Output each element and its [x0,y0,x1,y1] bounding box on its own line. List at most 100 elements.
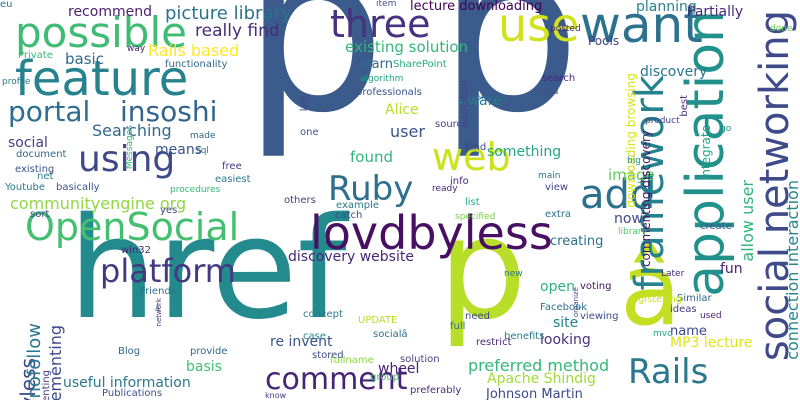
cloud-word: sql [196,147,209,156]
cloud-word: group [370,373,399,383]
cloud-word: restrict [476,338,511,348]
cloud-word: ready [432,185,458,194]
cloud-word: platform [100,255,236,287]
cloud-word: concept [303,310,343,320]
cloud-word: document [16,150,66,160]
cloud-word: SharePoint [393,60,447,70]
cloud-word: registering [628,295,682,305]
cloud-word: allow user [740,180,756,262]
cloud-word: Messages [126,125,135,169]
cloud-word: ideas [670,305,697,315]
cloud-word: provide [190,347,228,357]
cloud-word: extra [545,210,571,220]
cloud-word: product [645,117,680,126]
cloud-word: specified [455,213,495,222]
cloud-word: best [680,95,690,117]
cloud-word: left [300,95,310,111]
cloud-word: go [720,125,731,134]
cloud-word: full [450,322,465,332]
cloud-word: browsing commenting [42,370,52,400]
cloud-word: professionals [356,88,422,98]
cloud-word: search [542,74,575,84]
cloud-word: Youtube [5,183,45,193]
cloud-word: easiest [215,175,251,185]
cloud-word: mvc [653,330,672,339]
cloud-word: view [545,183,568,193]
cloud-word: Friends [140,287,176,297]
cloud-word: others [284,196,316,206]
cloud-word: Alice [385,103,419,117]
cloud-word: fullname [330,356,374,366]
cloud-word: Pools [588,35,619,47]
cloud-word: someone [472,94,509,102]
cloud-word: looking [540,333,591,347]
cloud-word: commenting discovery [640,130,652,267]
cloud-word: creating [550,235,603,248]
cloud-word: â [155,305,160,313]
cloud-word: integrate [700,125,712,180]
cloud-word: fun [720,262,743,276]
cloud-word: Publications [102,389,162,399]
cloud-word: lecture downloading [410,0,542,13]
cloud-word: catch [335,211,362,221]
cloud-word: big [627,157,641,166]
cloud-word: solution [400,355,440,365]
cloud-word: basic [65,52,104,67]
cloud-word: list [465,198,480,208]
cloud-word: case [303,332,326,342]
cloud-word: Rails [628,355,708,389]
cloud-word: viewing [580,312,619,322]
cloud-word: posted [550,25,581,34]
cloud-word: Private [18,51,53,61]
cloud-word: something [487,145,561,159]
cloud-word: need [465,312,490,322]
cloud-word: OpenSocial [25,208,239,246]
cloud-word: Johnson Martin [486,388,583,400]
cloud-word: recommend [68,5,152,19]
cloud-word: functionality [165,60,227,70]
cloud-word: Later [661,270,684,279]
cloud-word: item [376,0,396,9]
cloud-word: donâ [536,88,558,97]
cloud-word: source [435,120,468,130]
cloud-word: Blog [118,347,140,357]
cloud-word: name [670,325,707,338]
cloud-word: discovery [640,65,707,79]
cloud-word: Partially [687,5,743,19]
cloud-word: learn [360,58,393,71]
cloud-word: portal [8,98,90,126]
cloud-word: open [540,280,575,294]
cloud-word: Similar [677,294,712,304]
cloud-word: downloading browsing [625,73,637,208]
cloud-word: win32 [121,246,151,256]
cloud-word: solution [460,80,470,120]
cloud-word: procedures [170,186,220,195]
cloud-word: socialâ [373,330,408,340]
cloud-word: create [700,222,732,232]
cloud-word: yes [160,206,177,216]
cloud-word: Rails based [148,43,239,59]
cloud-word: eu [0,0,13,10]
cloud-word: library [618,228,647,237]
cloud-word: site [553,316,578,330]
cloud-word: made [190,132,216,141]
cloud-word: way [127,45,145,54]
cloud-word: basically [56,183,100,193]
cloud-word: discovery website [288,250,414,264]
cloud-word: connection interaction [785,180,800,360]
cloud-word: sort [30,210,49,220]
cloud-word: social [8,136,48,150]
cloud-word: existing [15,165,54,175]
cloud-word: kind [465,143,486,153]
cloud-word: voting [580,282,611,292]
cloud-word: profile [2,78,30,87]
cloud-word: existing solution [345,40,468,55]
cloud-word: means [155,143,202,157]
cloud-word: user [390,124,425,140]
cloud-word: really find [195,23,280,40]
cloud-word: done [770,25,792,34]
cloud-word: one [300,128,319,138]
cloud-word: UPDATE [358,316,397,326]
cloud-word: organize [573,287,580,317]
